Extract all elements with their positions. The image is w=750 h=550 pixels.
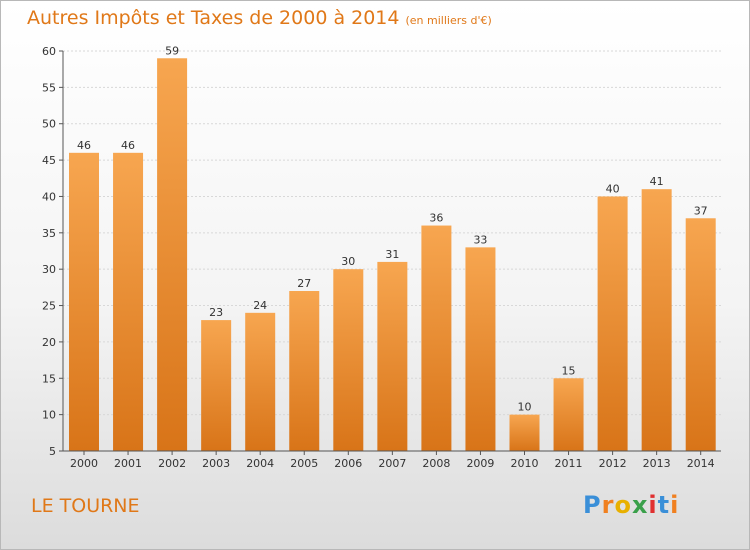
x-tick-label: 2004 <box>246 457 274 470</box>
x-tick-label: 2008 <box>422 457 450 470</box>
logo-letter: i <box>670 491 680 519</box>
y-tick-label: 30 <box>42 263 56 276</box>
chart-title-text: Autres Impôts et Taxes de 2000 à 2014 <box>27 7 400 29</box>
x-tick-label: 2001 <box>114 457 142 470</box>
x-tick-label: 2013 <box>643 457 671 470</box>
bar <box>201 320 232 451</box>
data-label: 46 <box>121 139 135 152</box>
labels: 5 10 15 20 25 30 35 40 45 50 55 60 46 2000 46 2001 59 200… <box>42 44 715 470</box>
bar <box>69 152 99 451</box>
y-tick-label: 15 <box>42 372 56 385</box>
data-label: 23 <box>209 306 223 319</box>
data-label: 31 <box>385 248 399 261</box>
y-tick-label: 60 <box>42 45 56 58</box>
x-tick-label: 2002 <box>158 457 186 470</box>
x-tick-label: 2014 <box>687 457 715 470</box>
logo-letter: o <box>614 491 632 519</box>
chart-subtitle: (en milliers d'€) <box>405 14 492 27</box>
chart-title: Autres Impôts et Taxes de 2000 à 2014 (en… <box>27 7 492 29</box>
bar <box>289 291 320 451</box>
x-tick-label: 2003 <box>202 457 230 470</box>
bar <box>421 225 452 451</box>
data-label: 10 <box>518 401 532 414</box>
x-tick-label: 2007 <box>378 457 406 470</box>
data-label: 41 <box>650 175 664 188</box>
x-tick-label: 2006 <box>334 457 362 470</box>
data-label: 36 <box>429 212 443 225</box>
bar <box>157 58 188 451</box>
y-tick-label: 10 <box>42 409 56 422</box>
data-label: 40 <box>606 182 620 195</box>
bar <box>685 218 716 451</box>
logo-letter: r <box>601 491 615 519</box>
axes <box>59 50 721 455</box>
bar <box>113 152 144 451</box>
bar <box>597 196 628 451</box>
bar <box>553 378 584 451</box>
proxiti-logo: Proxiti <box>583 491 679 519</box>
data-label: 37 <box>694 204 708 217</box>
commune-name: LE TOURNE <box>31 495 140 517</box>
y-tick-label: 25 <box>42 300 56 313</box>
bar <box>509 414 540 451</box>
data-label: 30 <box>341 255 355 268</box>
data-label: 24 <box>253 299 267 312</box>
y-tick-label: 40 <box>42 190 56 203</box>
data-label: 15 <box>562 364 576 377</box>
logo-letter: i <box>648 491 658 519</box>
x-tick-label: 2012 <box>599 457 627 470</box>
y-tick-label: 5 <box>49 445 56 458</box>
y-tick-label: 45 <box>42 154 56 167</box>
x-tick-label: 2005 <box>290 457 318 470</box>
data-label: 33 <box>473 233 487 246</box>
x-tick-label: 2000 <box>70 457 98 470</box>
data-label: 59 <box>165 44 179 57</box>
x-tick-label: 2010 <box>511 457 539 470</box>
bar <box>245 312 276 451</box>
logo-letter: P <box>583 491 602 519</box>
bar <box>333 269 364 451</box>
logo-letter: t <box>657 491 671 519</box>
y-tick-label: 20 <box>42 336 56 349</box>
y-tick-label: 35 <box>42 227 56 240</box>
bars <box>69 58 716 451</box>
data-label: 46 <box>77 139 91 152</box>
y-tick-label: 55 <box>42 81 56 94</box>
y-tick-label: 50 <box>42 118 56 131</box>
x-tick-label: 2009 <box>466 457 494 470</box>
x-tick-label: 2011 <box>555 457 583 470</box>
bar <box>377 261 408 451</box>
data-label: 27 <box>297 277 311 290</box>
bar <box>465 247 496 451</box>
logo-letter: x <box>631 491 649 519</box>
bar <box>641 189 672 451</box>
